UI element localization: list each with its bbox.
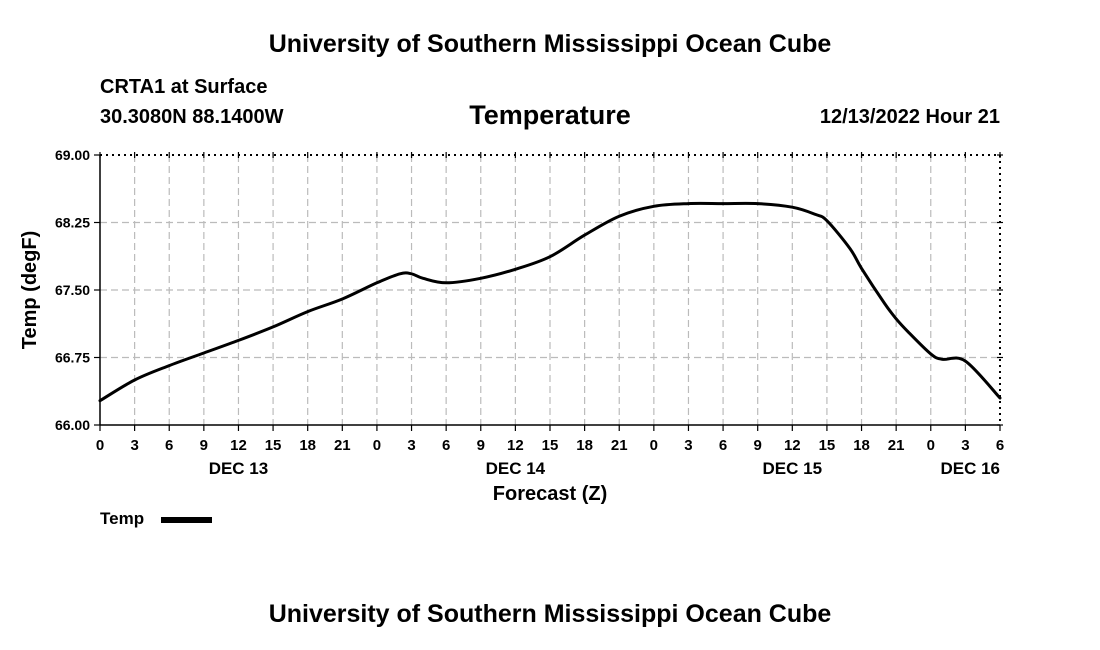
date-label: DEC 16: [940, 459, 1000, 478]
x-tick-label: 0: [927, 437, 935, 454]
bottom-title: University of Southern Mississippi Ocean…: [268, 600, 832, 628]
x-tick-label: 3: [961, 437, 969, 454]
chart-title: Temperature: [469, 100, 631, 130]
x-tick-label: 12: [784, 437, 801, 454]
x-tick-label: 0: [373, 437, 381, 454]
x-tick-label: 12: [230, 437, 247, 454]
y-tick-label: 66.00: [55, 417, 90, 433]
station-label: CRTA1 at Surface: [100, 76, 268, 98]
y-axis-label: Temp (degF): [19, 231, 41, 350]
x-tick-label: 6: [996, 437, 1004, 454]
y-tick-label: 69.00: [55, 147, 90, 163]
series-line-temp: [98, 201, 1002, 403]
date-label: DEC 14: [486, 459, 546, 478]
x-tick-label: 21: [611, 437, 628, 454]
x-axis-label: Forecast (Z): [493, 483, 607, 505]
x-tick-label: 18: [576, 437, 593, 454]
x-tick-label: 18: [299, 437, 316, 454]
top-title: University of Southern Mississippi Ocean…: [268, 30, 832, 58]
x-tick-label: 0: [96, 437, 104, 454]
x-tick-label: 3: [130, 437, 138, 454]
x-tick-label: 21: [888, 437, 905, 454]
x-tick-label: 15: [542, 437, 559, 454]
y-tick-label: 68.25: [55, 215, 90, 231]
date-label: DEC 15: [763, 459, 823, 478]
x-tick-label: 3: [684, 437, 692, 454]
date-label: DEC 13: [209, 459, 269, 478]
legend-line-swatch: [161, 517, 212, 523]
x-tick-label: 9: [754, 437, 762, 454]
x-tick-label: 3: [407, 437, 415, 454]
x-tick-label: 6: [442, 437, 450, 454]
x-tick-label: 18: [853, 437, 870, 454]
x-tick-label: 15: [819, 437, 836, 454]
x-tick-label: 21: [334, 437, 351, 454]
y-tick-label: 66.75: [55, 350, 90, 366]
x-tick-label: 15: [265, 437, 282, 454]
x-tick-label: 12: [507, 437, 524, 454]
x-tick-label: 0: [650, 437, 658, 454]
x-tick-label: 6: [165, 437, 173, 454]
forecast-datetime: 12/13/2022 Hour 21: [819, 106, 1000, 128]
legend-label: Temp: [100, 509, 145, 528]
y-tick-label: 67.50: [55, 282, 90, 298]
x-tick-label: 6: [719, 437, 727, 454]
coordinates-label: 30.3080N 88.1400W: [100, 106, 284, 128]
x-tick-label: 9: [200, 437, 208, 454]
x-tick-label: 9: [477, 437, 485, 454]
